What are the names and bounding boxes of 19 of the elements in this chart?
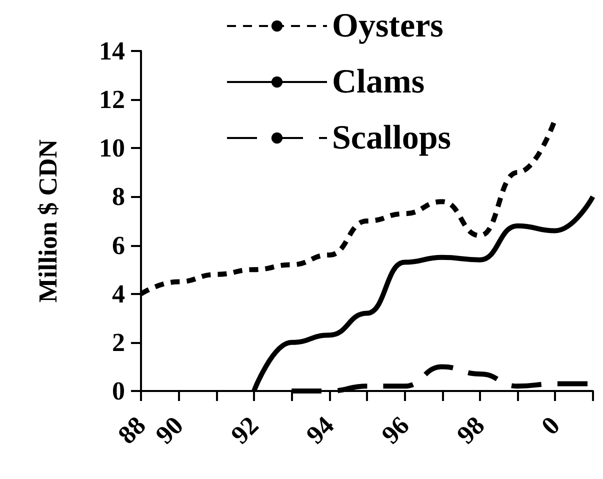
y-tick-label: 12 xyxy=(99,85,125,114)
y-tick-label: 14 xyxy=(99,36,125,66)
x-tick-label: 90 xyxy=(150,410,189,450)
y-tick-label: 2 xyxy=(112,328,125,357)
y-tick-label: 10 xyxy=(99,134,125,163)
x-tick-label: 92 xyxy=(225,410,264,450)
y-axis-title: Million $ CDN xyxy=(34,139,62,303)
y-tick-label: 8 xyxy=(112,182,125,212)
legend-label: Clams xyxy=(332,64,425,100)
y-tick-label: 6 xyxy=(112,230,125,260)
x-tick-label: 96 xyxy=(376,410,415,450)
y-tick-label: 0 xyxy=(112,376,125,406)
x-tick-label: 98 xyxy=(451,410,490,450)
x-tick-label: 0 xyxy=(536,410,566,440)
x-tick-label: 94 xyxy=(300,410,340,450)
legend-label: Oysters xyxy=(332,8,444,44)
legend-label: Scallops xyxy=(332,120,452,156)
x-tick-label: 88 xyxy=(112,410,152,450)
y-tick-label: 4 xyxy=(112,279,125,308)
